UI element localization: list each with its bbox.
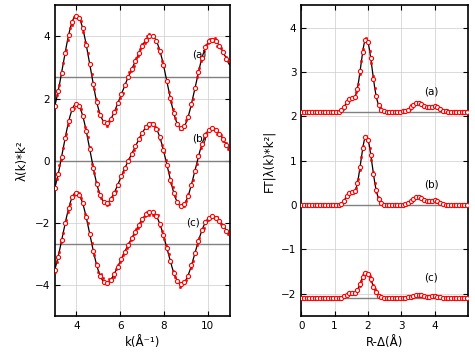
Text: (b): (b)	[192, 134, 207, 144]
Text: (c): (c)	[425, 273, 438, 283]
Y-axis label: FT|λ(k)*k²|: FT|λ(k)*k²|	[263, 130, 275, 192]
X-axis label: k(Å⁻¹): k(Å⁻¹)	[124, 336, 160, 349]
Text: (b): (b)	[425, 179, 439, 190]
Y-axis label: λ(k)*k²: λ(k)*k²	[16, 140, 29, 181]
Text: (c): (c)	[186, 217, 199, 227]
Text: (a): (a)	[425, 86, 439, 96]
Text: (a): (a)	[192, 50, 207, 60]
X-axis label: R-Δ(Å): R-Δ(Å)	[366, 336, 403, 349]
